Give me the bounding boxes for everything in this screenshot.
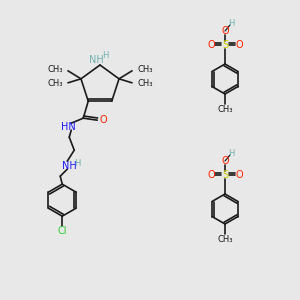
Text: NH: NH xyxy=(62,161,76,171)
Text: CH₃: CH₃ xyxy=(137,65,152,74)
Text: H: H xyxy=(102,50,108,59)
Text: S: S xyxy=(222,170,228,180)
Text: NH: NH xyxy=(88,55,104,65)
Text: O: O xyxy=(221,26,229,36)
Text: CH₃: CH₃ xyxy=(217,104,233,113)
Text: S: S xyxy=(222,40,228,50)
Text: H: H xyxy=(228,19,234,28)
Text: Cl: Cl xyxy=(58,226,67,236)
Text: CH₃: CH₃ xyxy=(137,79,152,88)
Text: CH₃: CH₃ xyxy=(217,235,233,244)
Text: O: O xyxy=(235,170,243,180)
Text: O: O xyxy=(235,40,243,50)
Text: O: O xyxy=(207,40,215,50)
Text: O: O xyxy=(221,156,229,166)
Text: CH₃: CH₃ xyxy=(47,79,63,88)
Text: O: O xyxy=(99,115,107,125)
Text: HN: HN xyxy=(61,122,76,132)
Text: CH₃: CH₃ xyxy=(47,65,63,74)
Text: H: H xyxy=(74,159,80,168)
Text: O: O xyxy=(207,170,215,180)
Text: H: H xyxy=(228,148,234,158)
